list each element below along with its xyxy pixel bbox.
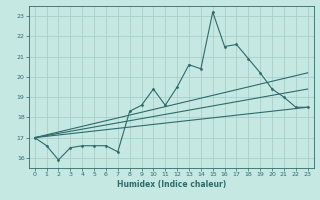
- X-axis label: Humidex (Indice chaleur): Humidex (Indice chaleur): [116, 180, 226, 189]
